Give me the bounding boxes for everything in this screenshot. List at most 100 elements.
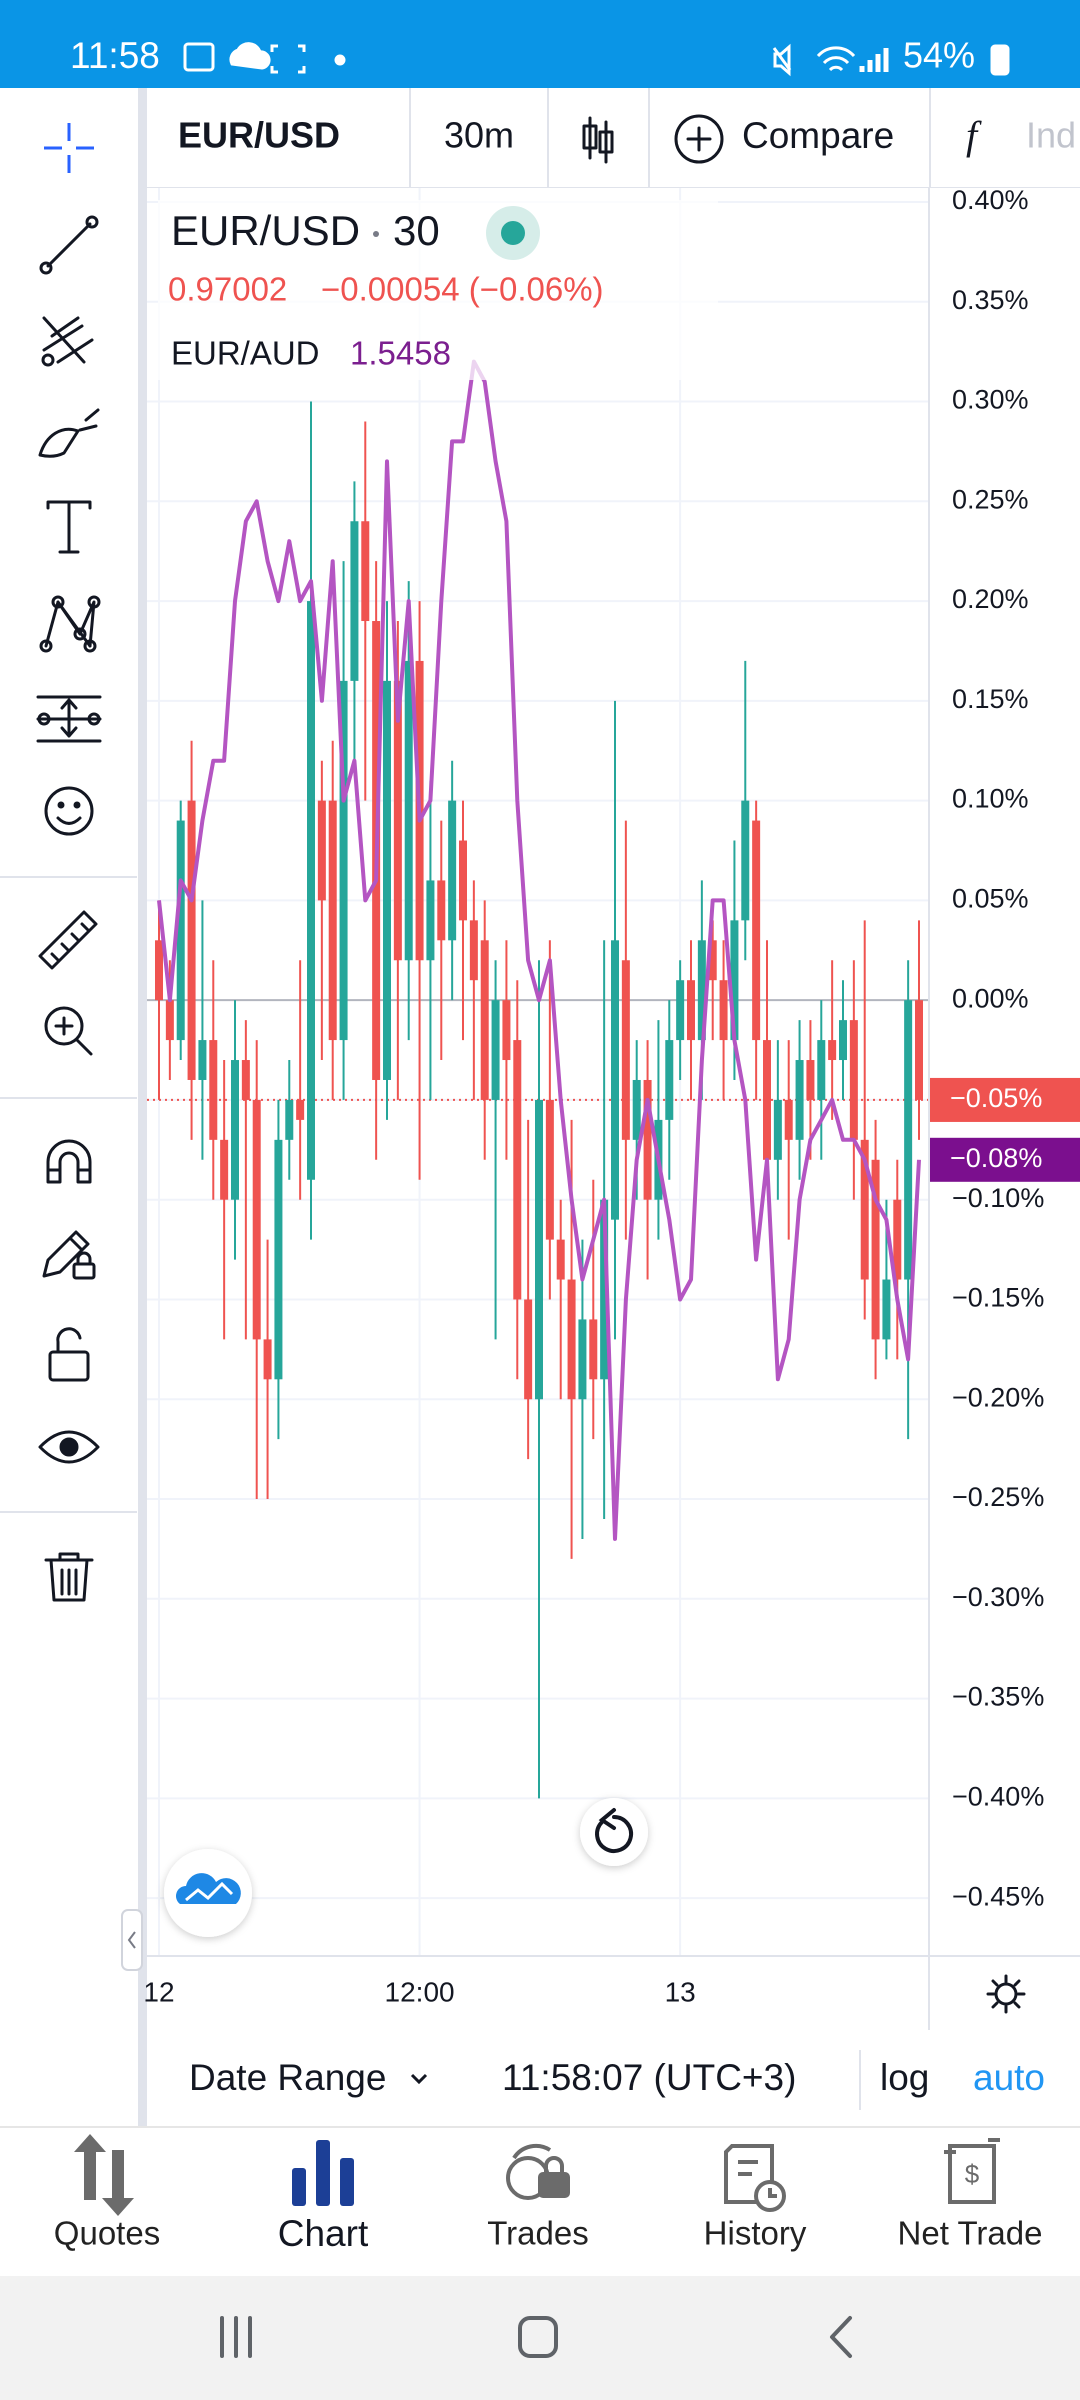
candle-body xyxy=(600,1199,609,1380)
svg-text:$: $ xyxy=(965,2159,980,2189)
candle-body xyxy=(339,680,348,1041)
candle-body xyxy=(469,920,478,981)
y-tick-label: −0.20% xyxy=(952,1382,1044,1412)
candle-body xyxy=(437,880,446,941)
y-tick-label: −0.25% xyxy=(952,1482,1044,1512)
candle-body xyxy=(274,1139,283,1380)
indicators-button[interactable]: Ind xyxy=(1026,115,1076,156)
symbol-button[interactable]: EUR/USD xyxy=(178,115,340,156)
home-button[interactable] xyxy=(518,2316,558,2358)
reset-chart-button[interactable] xyxy=(580,1798,648,1866)
legend-compare-price: 1.5458 xyxy=(350,335,451,372)
candle-body xyxy=(231,1060,239,1200)
last-value-label: −0.05% xyxy=(950,1083,1042,1113)
candle-body xyxy=(328,800,337,1041)
candle-body xyxy=(784,1099,793,1140)
candle-body xyxy=(806,1060,815,1100)
auto-toggle[interactable]: auto xyxy=(973,2057,1045,2098)
interval-button[interactable]: 30m xyxy=(444,115,514,156)
y-tick-label: 0.20% xyxy=(952,584,1029,614)
y-tick-label: 0.00% xyxy=(952,983,1029,1013)
candle-body xyxy=(665,1040,674,1120)
quotes-icon[interactable] xyxy=(74,2134,134,2216)
ruler-tool[interactable] xyxy=(38,910,98,970)
tab-labels: Quotes Chart Trades History Net Trade xyxy=(54,2213,1043,2254)
back-button[interactable] xyxy=(830,2316,852,2358)
candle-body xyxy=(165,1000,174,1041)
candle-body xyxy=(296,1099,305,1120)
text-tool[interactable] xyxy=(46,500,92,554)
candle-body xyxy=(752,820,761,1041)
log-toggle[interactable]: log xyxy=(880,2057,929,2098)
candle-body xyxy=(187,800,196,1080)
y-tick-label: 0.10% xyxy=(952,784,1029,814)
candle-body xyxy=(252,1099,261,1340)
compare-icon[interactable] xyxy=(674,114,724,164)
date-range-chevron xyxy=(410,2073,428,2085)
y-tick-label: −0.40% xyxy=(952,1781,1044,1811)
net-trade-icon[interactable]: $ xyxy=(944,2138,1000,2204)
tab-label[interactable]: Net Trade xyxy=(898,2215,1043,2252)
candle-body xyxy=(687,980,695,1041)
tab-label[interactable]: Chart xyxy=(278,2213,369,2254)
collapse-toolbar-handle[interactable] xyxy=(121,1909,143,1971)
candle-body xyxy=(849,1020,858,1140)
unlock-tool[interactable] xyxy=(48,1327,90,1382)
magnet-tool[interactable] xyxy=(46,1139,92,1184)
toolbar-divider xyxy=(138,88,147,2127)
chart-icon[interactable] xyxy=(292,2140,354,2206)
pattern-tool[interactable] xyxy=(39,595,101,653)
history-icon[interactable] xyxy=(724,2144,786,2212)
tab-label[interactable]: History xyxy=(704,2215,807,2252)
battery-level: 54% xyxy=(903,35,975,76)
tab-label[interactable]: Trades xyxy=(487,2215,588,2252)
prediction-tool[interactable] xyxy=(36,695,102,743)
crosshair-tool[interactable] xyxy=(44,123,94,173)
tab-label[interactable]: Quotes xyxy=(54,2215,160,2252)
delete-tool[interactable] xyxy=(44,1552,94,1602)
visibility-tool[interactable] xyxy=(38,1430,100,1464)
candle-body xyxy=(241,1060,250,1100)
candle-body xyxy=(632,1079,641,1140)
status-time: 11:58 xyxy=(70,35,160,76)
candle-body xyxy=(535,1099,543,1400)
x-tick-label: 12:00 xyxy=(385,1976,455,2007)
last-value-box xyxy=(930,1077,1080,1122)
candle-body xyxy=(404,660,413,961)
candle-body xyxy=(893,1199,902,1280)
emoji-tool[interactable] xyxy=(44,786,94,836)
brush-tool[interactable] xyxy=(38,408,100,458)
y-tick-label: 0.35% xyxy=(952,285,1029,315)
candle-body xyxy=(828,1040,837,1061)
candle-body xyxy=(904,1000,913,1280)
candle-body xyxy=(556,1239,565,1280)
candle-body xyxy=(676,980,685,1041)
settings-button[interactable] xyxy=(986,1974,1026,2014)
candle-body xyxy=(350,521,359,681)
candle-body xyxy=(621,960,630,1140)
candle-body xyxy=(513,1040,522,1300)
logo-button[interactable] xyxy=(164,1849,252,1937)
plot xyxy=(155,359,923,1799)
chart-style-button[interactable] xyxy=(582,116,614,164)
compare-button[interactable]: Compare xyxy=(742,115,894,156)
candle-body xyxy=(155,940,163,1001)
trend-line-tool[interactable] xyxy=(39,215,99,275)
trades-icon[interactable] xyxy=(506,2143,570,2200)
candle-body xyxy=(285,1099,294,1140)
candle-body xyxy=(817,1040,826,1100)
y-tick-label: −0.30% xyxy=(952,1582,1044,1612)
candle-body xyxy=(448,800,457,941)
candle-body xyxy=(176,820,185,1041)
zoom-tool[interactable] xyxy=(44,1006,93,1056)
candle-body xyxy=(524,1299,533,1400)
market-status[interactable] xyxy=(501,221,525,245)
footer-bar xyxy=(147,2031,1080,2127)
pitchfork-tool[interactable] xyxy=(41,316,94,367)
candle-body xyxy=(459,840,467,921)
lock-drawing-tool[interactable] xyxy=(42,1230,96,1280)
date-range-button[interactable]: Date Range xyxy=(189,2057,386,2098)
recent-apps-button[interactable] xyxy=(220,2316,252,2358)
